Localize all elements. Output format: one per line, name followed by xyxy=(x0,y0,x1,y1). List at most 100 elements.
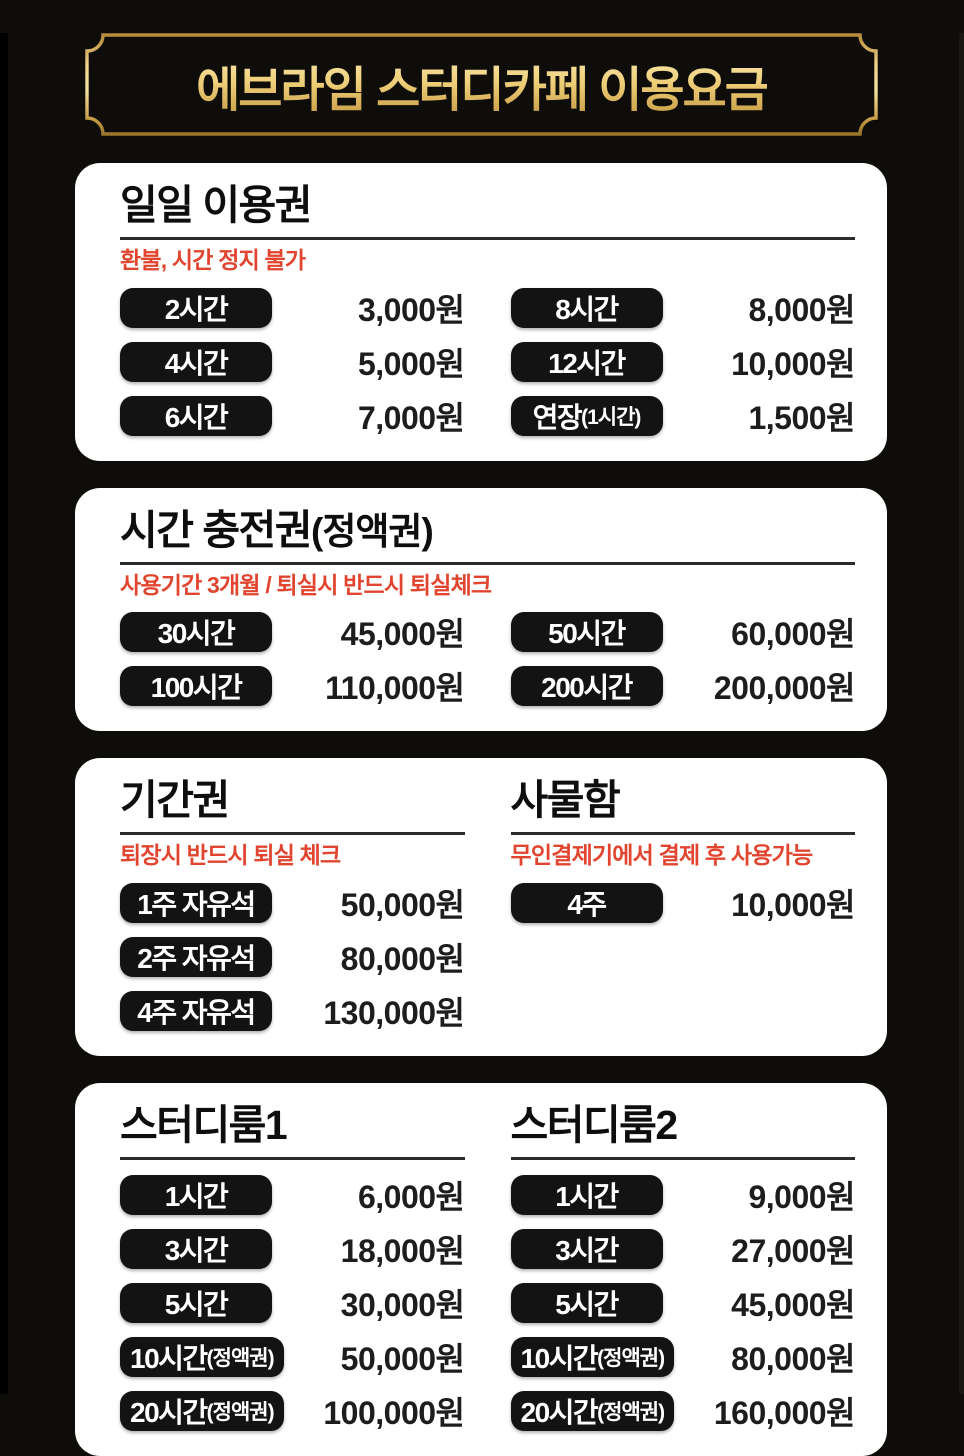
price-row: 12시간 10,000원 xyxy=(510,339,855,385)
price-text: 8,000원 xyxy=(748,291,855,328)
column-study-room-2: 스터디룸2 1시간 9,000원 3시간 27,000원 5시간 45,000원… xyxy=(510,1101,856,1434)
duration-pill: 10시간 (정액권) xyxy=(510,1336,675,1377)
price-text: 130,000원 xyxy=(323,994,465,1031)
pill-label: 10시간 xyxy=(130,1342,208,1374)
pill-label: 4시간 xyxy=(164,347,229,379)
pill-label: 5시간 xyxy=(555,1288,619,1320)
price-text: 3,000원 xyxy=(357,291,465,328)
duration-pill: 10시간 (정액권) xyxy=(120,1336,284,1377)
pill-label-small: (정액권) xyxy=(206,1346,275,1370)
duration-pill: 4주 자유석 xyxy=(120,990,272,1031)
price-text: 100,000원 xyxy=(323,1394,465,1431)
section-title: 시간 충전권(정액권) xyxy=(120,506,855,553)
section-note: 퇴장시 반드시 퇴실 체크 xyxy=(120,842,341,869)
price-text: 160,000원 xyxy=(713,1394,856,1431)
duration-pill: 12시간 xyxy=(510,341,663,382)
pill-label: 100시간 xyxy=(150,672,243,704)
divider-line xyxy=(510,1156,855,1160)
divider-line xyxy=(510,832,855,836)
price-row: 50시간 60,000원 xyxy=(510,609,855,655)
card-study-rooms: 스터디룸1 1시간 6,000원 3시간 18,000원 5시간 30,000원… xyxy=(75,1082,887,1456)
price-text: 10,000원 xyxy=(731,886,855,923)
divider-line xyxy=(120,1156,465,1160)
price-text: 30,000원 xyxy=(340,1286,465,1323)
section-title: 기간권 xyxy=(120,778,465,823)
section-title-text: 기간권 xyxy=(120,777,230,824)
duration-pill: 3시간 xyxy=(510,1228,663,1269)
pill-label: 10시간 xyxy=(520,1342,599,1374)
price-row: 1주 자유석 50,000원 xyxy=(120,880,465,926)
section-title-text: 일일 이용권 xyxy=(120,182,313,228)
duration-pill: 4주 xyxy=(510,882,663,923)
column-period-pass: 기간권 퇴장시 반드시 퇴실 체크 1주 자유석 50,000원 2주 자유석 … xyxy=(120,778,465,1034)
price-grid: 2시간 3,000원 8시간 8,000원 4시간 5,000원 12시간 10… xyxy=(120,285,855,439)
duration-pill: 연장 (1시간) xyxy=(510,395,663,436)
price-text: 18,000원 xyxy=(340,1232,465,1269)
pill-label-small: (정액권) xyxy=(206,1400,275,1424)
column-locker: 사물함 무인결제기에서 결제 후 사용가능 4주 10,000원 xyxy=(510,778,856,1034)
price-row: 200시간 200,000원 xyxy=(510,663,856,709)
pill-label: 6시간 xyxy=(164,401,229,433)
price-text: 50,000원 xyxy=(340,886,465,923)
duration-pill: 20시간 (정액권) xyxy=(510,1390,675,1431)
price-text: 50,000원 xyxy=(340,1340,465,1377)
pill-label: 3시간 xyxy=(555,1234,619,1266)
pill-label: 200시간 xyxy=(541,672,633,704)
duration-pill: 5시간 xyxy=(510,1282,663,1323)
pill-label: 5시간 xyxy=(164,1288,229,1320)
price-list: 1시간 9,000원 3시간 27,000원 5시간 45,000원 10시간(… xyxy=(510,1172,856,1434)
price-text: 110,000원 xyxy=(325,670,465,707)
section-title-text: 시간 충전권 xyxy=(120,506,313,553)
price-row: 3시간 18,000원 xyxy=(120,1226,465,1272)
card-time-recharge: 시간 충전권(정액권) 사용기간 3개월 / 퇴실시 반드시 퇴실체크 30시간… xyxy=(75,487,887,732)
duration-pill: 2주 자유석 xyxy=(120,936,272,977)
price-row: 1시간 9,000원 xyxy=(510,1172,855,1218)
card-period-locker: 기간권 퇴장시 반드시 퇴실 체크 1주 자유석 50,000원 2주 자유석 … xyxy=(75,758,887,1056)
pill-label: 1시간 xyxy=(164,1180,229,1212)
duration-pill: 1주 자유석 xyxy=(120,882,272,923)
price-text: 80,000원 xyxy=(340,940,465,977)
price-row: 100시간 110,000원 xyxy=(120,663,465,709)
price-row: 4주 10,000원 xyxy=(510,880,855,926)
price-text: 1,500원 xyxy=(748,399,855,436)
section-note: 환불, 시간 정지 불가 xyxy=(120,247,306,274)
pill-label-small: (정액권) xyxy=(597,1400,665,1424)
price-row: 5시간 30,000원 xyxy=(120,1280,465,1326)
pill-label: 4주 xyxy=(567,888,607,920)
price-list: 1시간 6,000원 3시간 18,000원 5시간 30,000원 10시간(… xyxy=(120,1172,465,1434)
pill-label: 20시간 xyxy=(520,1396,599,1428)
price-text: 80,000원 xyxy=(731,1340,855,1377)
price-row: 10시간 (정액권) 50,000원 xyxy=(120,1334,465,1380)
price-grid: 30시간 45,000원 50시간 60,000원 100시간 110,000원… xyxy=(120,609,855,709)
section-title-text: 스터디룸2 xyxy=(510,1101,679,1148)
duration-pill: 200시간 xyxy=(510,666,663,707)
price-row: 4주 자유석 130,000원 xyxy=(120,988,465,1034)
price-row: 6시간 7,000원 xyxy=(120,393,465,439)
price-row: 5시간 45,000원 xyxy=(510,1280,855,1326)
section-note: 사용기간 3개월 / 퇴실시 반드시 퇴실체크 xyxy=(120,571,492,598)
price-list: 1주 자유석 50,000원 2주 자유석 80,000원 4주 자유석 130… xyxy=(120,880,465,1034)
section-title: 사물함 xyxy=(511,778,856,823)
divider-line xyxy=(120,561,855,565)
price-text: 60,000원 xyxy=(731,616,855,653)
section-title-text: 사물함 xyxy=(510,777,621,824)
duration-pill: 2시간 xyxy=(120,287,272,328)
pill-label: 20시간 xyxy=(130,1396,208,1428)
price-text: 200,000원 xyxy=(713,670,856,707)
price-text: 6,000원 xyxy=(357,1178,465,1215)
pill-label: 8시간 xyxy=(555,293,619,325)
price-row: 2시간 3,000원 xyxy=(120,285,465,331)
right-edge-strip xyxy=(959,33,964,1394)
duration-pill: 100시간 xyxy=(120,666,272,707)
section-title-text: 스터디룸1 xyxy=(120,1101,288,1148)
price-row: 30시간 45,000원 xyxy=(120,609,465,655)
header-plaque: 에브라임 스터디카페 이용요금 xyxy=(85,33,878,136)
price-text: 45,000원 xyxy=(340,616,465,653)
price-row: 20시간 (정액권) 160,000원 xyxy=(510,1388,856,1434)
price-row: 3시간 27,000원 xyxy=(510,1226,855,1272)
pill-label: 2주 자유석 xyxy=(137,942,256,974)
pill-label-small: (1시간) xyxy=(581,405,641,429)
duration-pill: 6시간 xyxy=(120,395,272,436)
price-row: 1시간 6,000원 xyxy=(120,1172,465,1218)
price-row: 2주 자유석 80,000원 xyxy=(120,934,465,980)
